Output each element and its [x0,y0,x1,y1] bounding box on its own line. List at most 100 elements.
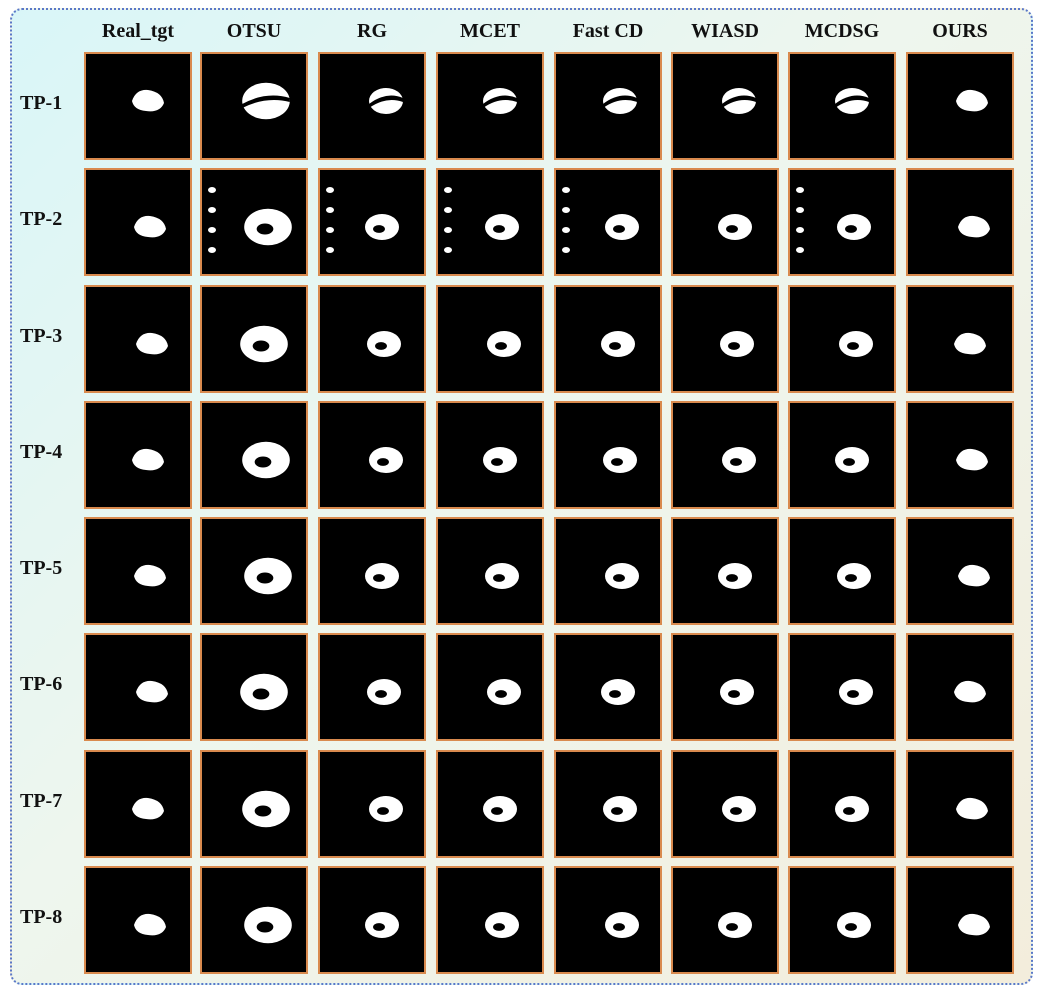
result-image [906,52,1014,160]
mask [369,796,403,822]
mask [134,564,166,587]
mask [367,331,401,357]
mask [839,331,873,357]
mask [562,187,639,253]
row-header: TP-1 [20,92,63,114]
result-image [788,750,896,858]
result-image [318,633,426,741]
mask [601,331,635,357]
result-image [200,517,308,625]
result-image [318,285,426,393]
result-image [200,168,308,276]
result-image [906,285,1014,393]
result-image [554,866,662,974]
mask [365,912,399,938]
result-image [906,633,1014,741]
result-image [554,517,662,625]
result-image [788,168,896,276]
mask [242,82,290,120]
mask [718,912,752,938]
mask [722,796,756,822]
mask [483,796,517,822]
result-image [671,633,779,741]
result-image [788,285,896,393]
result-image [671,401,779,509]
mask [134,215,166,238]
mask [603,447,637,473]
result-image [318,750,426,858]
result-image [671,168,779,276]
result-image [436,633,544,741]
result-image [906,517,1014,625]
mask [796,187,871,253]
mask [242,441,290,479]
mask [136,680,168,703]
mask [136,332,168,355]
mask [956,89,988,112]
mask [487,679,521,705]
column-header: WIASD [691,20,759,42]
result-image [200,750,308,858]
mask [483,88,517,114]
result-image [200,285,308,393]
result-image [200,52,308,160]
mask [718,563,752,589]
mask [835,88,869,114]
result-image [318,401,426,509]
row-header: TP-2 [20,208,63,230]
result-image [788,52,896,160]
mask [367,679,401,705]
result-image [84,52,192,160]
mask [958,215,990,238]
result-image [788,866,896,974]
result-image [788,633,896,741]
result-image [436,866,544,974]
row-header: TP-8 [20,906,63,928]
result-image [84,633,192,741]
mask [485,912,519,938]
mask [956,797,988,820]
mask [487,331,521,357]
mask [835,447,869,473]
column-header: Real_tgt [101,20,175,42]
mask [326,187,399,253]
row-header: TP-7 [20,790,63,812]
mask [835,796,869,822]
result-image [436,285,544,393]
mask [483,447,517,473]
result-image [788,517,896,625]
mask [839,679,873,705]
mask [720,679,754,705]
mask [369,88,403,114]
mask [720,331,754,357]
result-image [554,750,662,858]
mask [958,564,990,587]
row-header: TP-4 [20,441,63,463]
mask [240,325,288,363]
result-image [200,633,308,741]
result-image [84,517,192,625]
mask [485,563,519,589]
result-image [554,401,662,509]
result-image [554,285,662,393]
result-image [906,866,1014,974]
result-image [318,52,426,160]
column-header: Fast CD [572,20,644,42]
mask [603,88,637,114]
column-header: MCDSG [804,20,880,42]
column-header: MCET [460,20,520,42]
mask [605,563,639,589]
result-image [671,866,779,974]
result-image [84,401,192,509]
result-image [554,52,662,160]
result-image [554,168,662,276]
result-image [788,401,896,509]
result-image [554,633,662,741]
mask [132,89,164,112]
mask [365,563,399,589]
mask [134,913,166,936]
result-image [906,168,1014,276]
mask [208,187,292,253]
mask [956,448,988,471]
mask [954,332,986,355]
